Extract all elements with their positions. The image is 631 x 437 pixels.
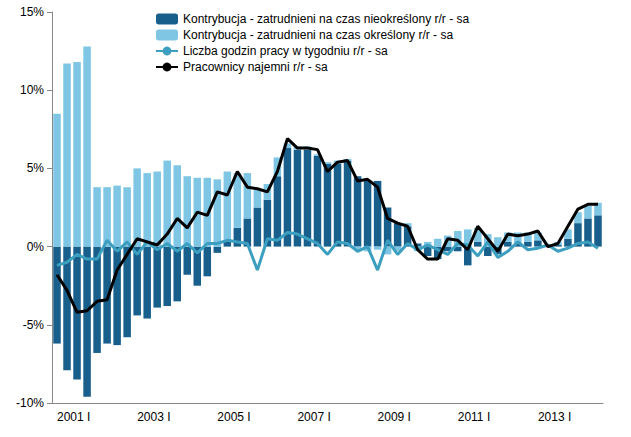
svg-text:2009 I: 2009 I [378, 410, 411, 424]
svg-text:Pracownicy najemni r/r - sa: Pracownicy najemni r/r - sa [183, 60, 328, 74]
svg-text:2011 I: 2011 I [458, 410, 490, 424]
svg-text:Liczba godzin pracy w tygodniu: Liczba godzin pracy w tygodniu r/r - sa [183, 44, 388, 58]
svg-text:-10%: -10% [16, 396, 44, 410]
svg-text:2007 I: 2007 I [297, 410, 330, 424]
svg-text:5%: 5% [27, 161, 45, 175]
svg-text:10%: 10% [20, 83, 44, 97]
svg-text:2013 I: 2013 I [538, 410, 571, 424]
svg-text:2001 I: 2001 I [57, 410, 90, 424]
svg-text:15%: 15% [20, 5, 44, 19]
svg-text:-5%: -5% [23, 318, 45, 332]
svg-text:Kontrybucja - zatrudnieni na c: Kontrybucja - zatrudnieni na czas nieokr… [183, 12, 469, 26]
svg-text:0%: 0% [27, 240, 45, 254]
svg-text:2003 I: 2003 I [137, 410, 170, 424]
svg-text:Kontrybucja - zatrudnieni na c: Kontrybucja - zatrudnieni na czas określ… [183, 28, 453, 42]
svg-text:2005 I: 2005 I [217, 410, 250, 424]
